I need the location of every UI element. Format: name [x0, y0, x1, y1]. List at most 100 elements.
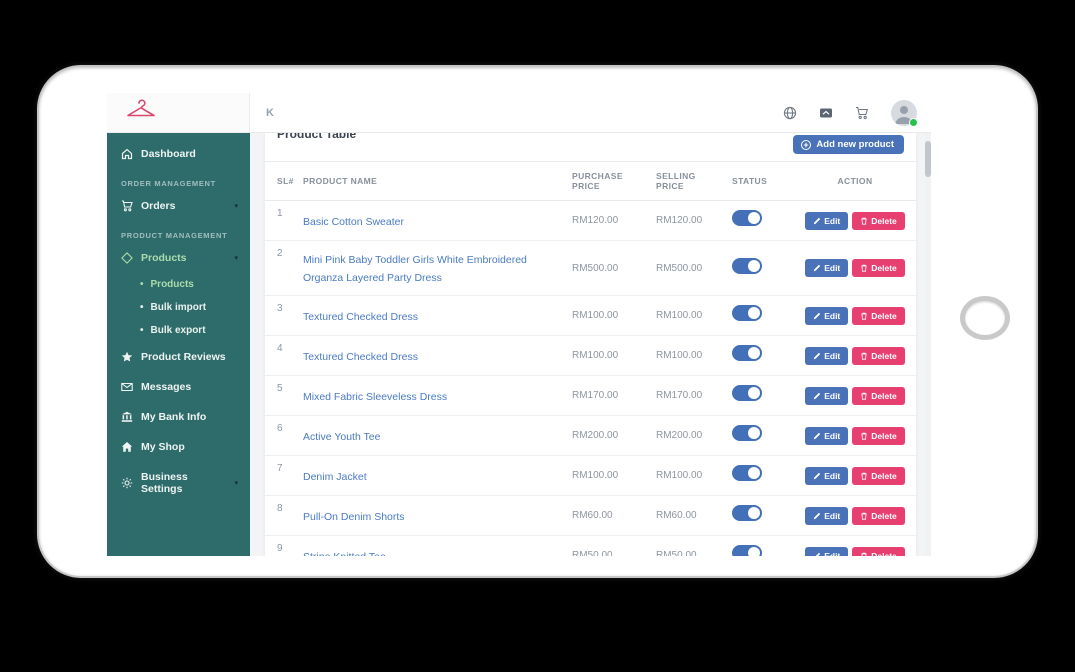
table-row: 1 Basic Cotton Sweater RM120.00 RM120.00 [265, 200, 916, 241]
delete-button[interactable]: Delete [852, 211, 905, 230]
status-toggle[interactable] [732, 385, 762, 401]
trash-icon [861, 432, 868, 440]
product-name-link[interactable]: Stripe Knitted Tee [303, 551, 386, 557]
col-sl: SL# [265, 161, 299, 201]
status-toggle[interactable] [732, 345, 762, 361]
delete-button[interactable]: Delete [852, 426, 905, 445]
sidebar-item-label: My Bank Info [141, 411, 207, 423]
delete-button[interactable]: Delete [852, 386, 905, 405]
status-toggle[interactable] [732, 305, 762, 321]
status-toggle[interactable] [732, 257, 762, 274]
delete-button[interactable]: Delete [852, 346, 905, 365]
status-toggle[interactable] [732, 545, 762, 556]
delete-button[interactable]: Delete [852, 259, 905, 277]
product-name-link[interactable]: Mini Pink Baby Toddler Girls White Embro… [303, 254, 527, 284]
product-name-link[interactable]: Basic Cotton Sweater [303, 215, 404, 228]
product-name-link[interactable]: Pull-On Denim Shorts [303, 510, 405, 523]
edit-button[interactable]: Edit [805, 426, 849, 445]
sidebar-subitem-bulk-import[interactable]: • Bulk import [107, 296, 250, 319]
edit-button[interactable]: Edit [805, 506, 849, 525]
sidebar-subitem-bulk-export[interactable]: • Bulk export [107, 319, 250, 342]
sidebar-item-orders[interactable]: Orders ▾ [107, 191, 250, 221]
trash-icon [861, 312, 868, 320]
product-name-link[interactable]: Textured Checked Dress [303, 350, 418, 363]
vertical-scrollbar[interactable] [925, 133, 931, 556]
row-serial: 7 [265, 455, 299, 496]
status-toggle[interactable] [732, 425, 762, 441]
bullet-icon: • [140, 278, 144, 290]
status-toggle[interactable] [732, 210, 762, 226]
toggle-knob [748, 259, 760, 272]
sidebar-item-label: Bulk export [150, 325, 206, 336]
delete-button[interactable]: Delete [852, 466, 905, 485]
pencil-icon [814, 217, 821, 224]
col-purchase-price: PURCHASE PRICE [568, 161, 652, 201]
add-new-product-button[interactable]: Add new product [793, 135, 904, 154]
sidebar-item-my-shop[interactable]: My Shop [107, 432, 250, 462]
delete-button[interactable]: Delete [852, 306, 905, 325]
content-area: Product Table Add new product SL# PRODUC… [250, 133, 931, 556]
home-icon [121, 148, 133, 160]
purchase-price: RM200.00 [568, 415, 652, 456]
edit-button[interactable]: Edit [805, 306, 849, 325]
selling-price: RM200.00 [652, 415, 728, 456]
trash-icon [861, 552, 868, 556]
product-table-card: Product Table Add new product SL# PRODUC… [265, 133, 916, 556]
status-toggle[interactable] [732, 505, 762, 521]
edit-button[interactable]: Edit [805, 259, 849, 277]
table-header-row: SL# PRODUCT NAME PURCHASE PRICE SELLING … [265, 161, 916, 201]
pencil-icon [815, 552, 821, 556]
sidebar-item-messages[interactable]: Messages [107, 372, 250, 402]
selling-price: RM500.00 [652, 240, 728, 296]
selling-price: RM100.00 [652, 295, 728, 336]
purchase-price: RM500.00 [568, 240, 652, 296]
sidebar-item-dashboard[interactable]: Dashboard [107, 139, 250, 169]
globe-icon[interactable] [783, 106, 797, 120]
toggle-knob [748, 427, 760, 439]
selling-price: RM170.00 [652, 375, 728, 416]
edit-button[interactable]: Edit [805, 211, 849, 230]
status-toggle[interactable] [732, 465, 762, 481]
sidebar-item-label: Orders [141, 200, 176, 212]
sidebar-item-label: Bulk import [150, 302, 207, 313]
row-serial: 1 [265, 200, 299, 241]
row-serial: 6 [265, 415, 299, 456]
trash-icon [861, 217, 868, 225]
sidebar-subitem-products[interactable]: • Products [107, 273, 250, 296]
edit-button[interactable]: Edit [805, 386, 849, 405]
chevron-down-icon: ▾ [234, 203, 238, 210]
sidebar-item-label: Dashboard [141, 148, 196, 160]
product-name-link[interactable]: Textured Checked Dress [303, 310, 418, 323]
online-status-dot [909, 117, 918, 127]
sidebar-item-business-settings[interactable]: Business Settings ▾ [107, 462, 250, 504]
table-row: 8 Pull-On Denim Shorts RM60.00 RM60.00 [265, 495, 916, 536]
star-icon [121, 351, 133, 363]
table-row: 9 Stripe Knitted Tee RM50.00 RM50.00 [265, 535, 916, 557]
cart-icon[interactable] [855, 106, 869, 120]
sidebar-item-products[interactable]: Products ▾ [107, 243, 250, 273]
user-avatar[interactable] [891, 99, 918, 127]
purchase-price: RM50.00 [568, 535, 652, 556]
product-name-link[interactable]: Mixed Fabric Sleeveless Dress [303, 390, 448, 403]
sidebar-collapse-icon[interactable]: K [266, 106, 274, 119]
col-action: ACTION [794, 161, 916, 201]
logo-area[interactable] [107, 93, 250, 133]
sidebar-item-my-bank-info[interactable]: My Bank Info [107, 402, 250, 432]
row-serial: 5 [265, 375, 299, 416]
scrollbar-thumb[interactable] [925, 141, 931, 177]
selling-price: RM120.00 [652, 200, 728, 241]
mail-icon[interactable] [819, 106, 833, 120]
sidebar-item-product-reviews[interactable]: Product Reviews [107, 342, 250, 372]
product-name-link[interactable]: Denim Jacket [303, 470, 367, 483]
table-row: 3 Textured Checked Dress RM100.00 RM100.… [265, 295, 916, 336]
house-icon [121, 441, 133, 453]
delete-button[interactable]: Delete [852, 506, 905, 525]
delete-button[interactable]: Delete [852, 546, 905, 556]
edit-button[interactable]: Edit [805, 546, 849, 556]
pencil-icon [814, 512, 821, 519]
pencil-icon [814, 432, 821, 439]
edit-button[interactable]: Edit [805, 346, 849, 365]
edit-button[interactable]: Edit [805, 466, 849, 485]
product-name-link[interactable]: Active Youth Tee [303, 430, 381, 443]
